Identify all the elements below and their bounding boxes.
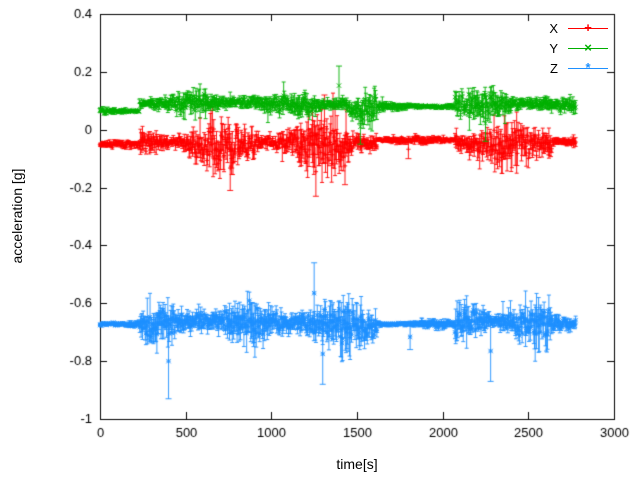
legend-item-x: X + (549, 20, 608, 36)
legend-label: Y (549, 40, 558, 56)
legend-marker-icon: * (585, 59, 591, 75)
x-axis-label: time[s] (336, 456, 378, 472)
legend-line (568, 48, 608, 49)
legend-item-y: Y × (549, 40, 608, 56)
legend: X + Y × Z * (549, 20, 608, 76)
legend-line (568, 28, 608, 29)
legend-label: Z (550, 60, 558, 76)
legend-label: X (549, 20, 558, 36)
legend-item-z: Z * (549, 60, 608, 76)
legend-sample-line: * (568, 61, 608, 75)
legend-sample-line: + (568, 21, 608, 35)
legend-sample-line: × (568, 41, 608, 55)
y-axis-label: acceleration [g] (9, 168, 25, 264)
legend-line (568, 68, 608, 69)
legend-marker-icon: × (584, 39, 592, 55)
legend-marker-icon: + (584, 19, 592, 35)
